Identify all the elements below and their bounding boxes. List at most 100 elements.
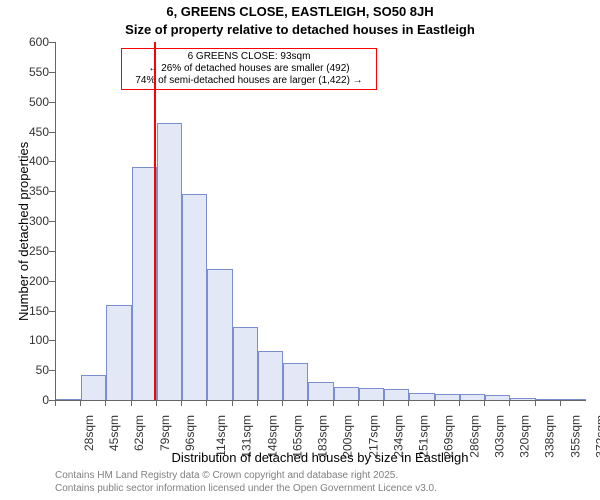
histogram-bar [409,393,434,400]
x-tick-label: 303sqm [493,415,507,458]
annotation-box: 6 GREENS CLOSE: 93sqm ← 26% of detached … [121,48,377,90]
y-tick-label: 0 [19,393,49,407]
y-tick-label: 100 [19,333,49,347]
x-tick-label: 286sqm [467,415,481,458]
x-tick-mark [131,400,132,406]
y-tick-mark [49,161,55,162]
y-tick-mark [49,370,55,371]
histogram-bar [258,351,283,400]
x-tick-mark [434,400,435,406]
x-tick-label: 183sqm [316,415,330,458]
x-tick-mark [383,400,384,406]
x-tick-label: 28sqm [82,415,96,451]
histogram-bar [308,382,333,400]
y-tick-label: 250 [19,244,49,258]
x-tick-mark [509,400,510,406]
y-tick-label: 500 [19,95,49,109]
x-tick-mark [535,400,536,406]
x-tick-mark [560,400,561,406]
annotation-line1: 6 GREENS CLOSE: 93sqm [126,51,372,63]
histogram-bar [233,327,258,400]
histogram-bar [182,194,207,400]
x-tick-mark [484,400,485,406]
x-tick-mark [282,400,283,406]
figure-root: 6, GREENS CLOSE, EASTLEIGH, SO50 8JH Siz… [0,0,600,500]
x-tick-mark [181,400,182,406]
histogram-bar [485,395,510,400]
y-tick-label: 150 [19,304,49,318]
y-tick-mark [49,221,55,222]
y-tick-mark [49,191,55,192]
attribution-text: Contains HM Land Registry data © Crown c… [55,470,437,495]
x-tick-mark [232,400,233,406]
histogram-bar [81,375,106,400]
plot-area: 6 GREENS CLOSE: 93sqm ← 26% of detached … [55,42,586,401]
histogram-bar [536,399,561,400]
x-tick-label: 165sqm [291,415,305,458]
x-tick-label: 269sqm [442,415,456,458]
y-tick-mark [49,281,55,282]
x-tick-label: 217sqm [366,415,380,458]
x-tick-label: 200sqm [341,415,355,458]
y-tick-mark [49,42,55,43]
property-marker-line [154,42,156,400]
y-tick-mark [49,132,55,133]
x-tick-label: 251sqm [417,415,431,458]
x-tick-label: 79sqm [158,415,172,451]
histogram-bar [561,399,586,400]
x-tick-mark [206,400,207,406]
x-tick-label: 114sqm [214,415,228,457]
x-tick-mark [55,400,56,406]
y-tick-mark [49,340,55,341]
y-tick-label: 200 [19,274,49,288]
histogram-bar [157,123,182,400]
y-tick-label: 300 [19,214,49,228]
x-tick-mark [358,400,359,406]
histogram-bar [207,269,232,400]
annotation-line2: ← 26% of detached houses are smaller (49… [126,63,372,75]
x-tick-label: 148sqm [265,415,279,458]
attribution-line2: Contains public sector information licen… [55,483,437,496]
histogram-bar [283,363,308,400]
x-tick-mark [333,400,334,406]
x-tick-mark [307,400,308,406]
x-tick-label: 338sqm [543,415,557,458]
histogram-bar [510,398,535,400]
y-tick-mark [49,311,55,312]
histogram-bar [384,389,409,400]
histogram-bar [334,387,359,400]
chart-title-line2: Size of property relative to detached ho… [0,22,600,37]
attribution-line1: Contains HM Land Registry data © Crown c… [55,470,437,483]
x-tick-label: 96sqm [183,415,197,451]
x-tick-label: 45sqm [107,415,121,451]
x-tick-mark [408,400,409,406]
x-tick-label: 234sqm [392,415,406,458]
y-tick-label: 400 [19,154,49,168]
x-tick-label: 355sqm [568,415,582,458]
x-tick-mark [80,400,81,406]
x-tick-label: 62sqm [133,415,147,451]
y-tick-mark [49,102,55,103]
histogram-bar [106,305,131,400]
histogram-bar [56,399,81,400]
x-tick-mark [257,400,258,406]
y-tick-mark [49,251,55,252]
histogram-bar [359,388,384,400]
annotation-line3: 74% of semi-detached houses are larger (… [126,75,372,87]
y-tick-label: 350 [19,184,49,198]
y-tick-label: 600 [19,35,49,49]
y-tick-label: 550 [19,65,49,79]
x-tick-mark [105,400,106,406]
x-tick-label: 372sqm [593,415,600,458]
y-tick-mark [49,72,55,73]
y-axis-label: Number of detached properties [16,142,31,321]
x-tick-label: 131sqm [240,415,254,458]
y-tick-label: 450 [19,125,49,139]
x-tick-mark [156,400,157,406]
x-tick-label: 320sqm [518,415,532,458]
chart-title-line1: 6, GREENS CLOSE, EASTLEIGH, SO50 8JH [0,4,600,19]
histogram-bar [435,394,460,400]
y-tick-label: 50 [19,363,49,377]
x-tick-mark [459,400,460,406]
histogram-bar [460,394,485,400]
